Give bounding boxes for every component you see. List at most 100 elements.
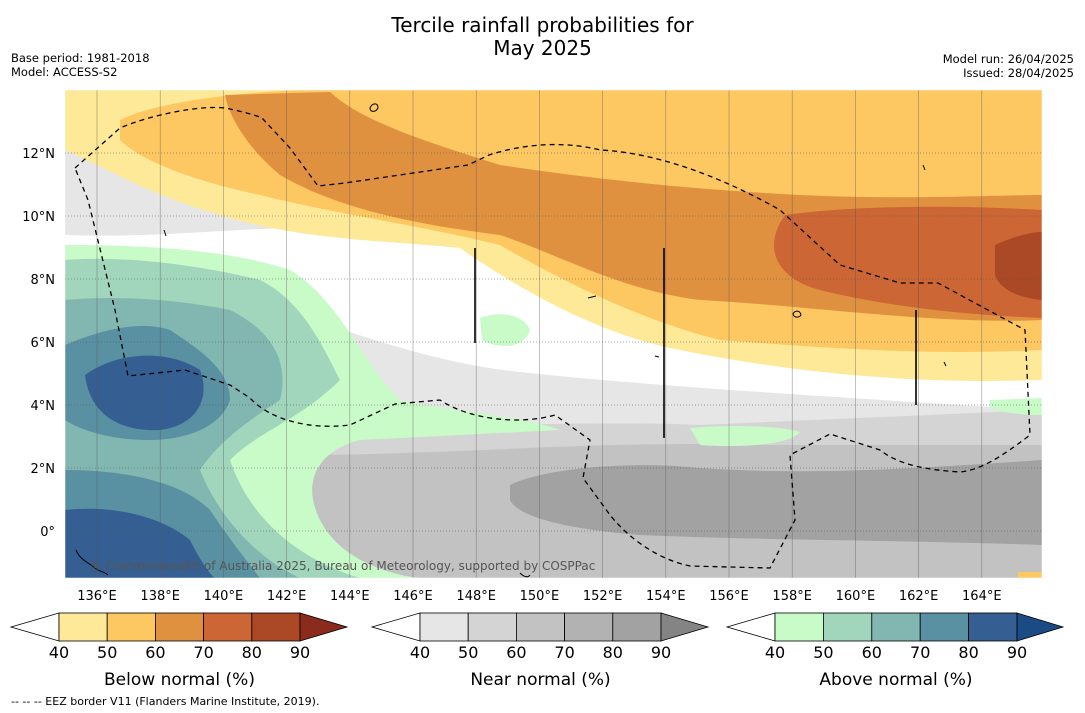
lat-tick-label: 10°N bbox=[22, 210, 55, 225]
colorbar-extend-high bbox=[299, 612, 349, 642]
colorbar-tick-label: 70 bbox=[554, 643, 574, 662]
colorbar-tick-label: 90 bbox=[290, 643, 310, 662]
colorbar-tick-label: 60 bbox=[506, 643, 526, 662]
lon-tick-label: 142°E bbox=[267, 589, 307, 604]
island bbox=[922, 164, 926, 171]
island-chuuk bbox=[587, 295, 597, 299]
map-fields bbox=[65, 90, 1042, 578]
island bbox=[654, 355, 660, 358]
wet-patch bbox=[690, 426, 800, 447]
colorbar-tick-label: 40 bbox=[49, 643, 69, 662]
lon-tick-label: 164°E bbox=[962, 589, 1002, 604]
colorbar-tick-label: 80 bbox=[603, 643, 623, 662]
colorbar-tick-label: 50 bbox=[813, 643, 833, 662]
lon-tick-label: 150°E bbox=[520, 589, 560, 604]
colorbar-cell bbox=[203, 612, 253, 642]
lon-tick-label: 154°E bbox=[646, 589, 686, 604]
colorbar-3: 40 50 60 70 80 90 Above normal (%) bbox=[725, 612, 1065, 690]
colorbar-tick-label: 50 bbox=[97, 643, 117, 662]
above-normal-90b bbox=[65, 508, 215, 578]
colorbar-tick-label: 70 bbox=[910, 643, 930, 662]
below-normal-80 bbox=[773, 206, 1042, 318]
lon-tick-label: 158°E bbox=[772, 589, 812, 604]
model-name: Model: ACCESS-S2 bbox=[11, 65, 118, 79]
gridlines bbox=[65, 90, 1042, 578]
colorbar-cell bbox=[823, 612, 873, 642]
island-pohnpei bbox=[792, 310, 802, 318]
wet-patch bbox=[480, 314, 530, 346]
dry-patch bbox=[1018, 572, 1042, 578]
colorbar-2: 40 50 60 70 80 90 Near normal (%) bbox=[370, 612, 710, 690]
colorbar-cell bbox=[968, 612, 1018, 642]
lon-tick-label: 136°E bbox=[77, 589, 117, 604]
lon-tick-label: 152°E bbox=[583, 589, 623, 604]
below-normal-90 bbox=[995, 232, 1042, 300]
latitude-labels: 12°N 10°N 8°N 6°N 4°N 2°N 0° bbox=[22, 147, 55, 540]
near-normal-80 bbox=[510, 460, 1042, 545]
colorbar-cell bbox=[58, 612, 108, 642]
colorbar-label: Above normal (%) bbox=[819, 670, 972, 690]
colorbar-label: Near normal (%) bbox=[470, 670, 610, 690]
colorbar-cell bbox=[106, 612, 156, 642]
lat-tick-label: 6°N bbox=[31, 336, 56, 351]
colorbar-tick-label: 90 bbox=[651, 643, 671, 662]
colorbar-extend-low bbox=[370, 612, 421, 642]
longitude-labels: 136°E 138°E 140°E 142°E 144°E 146°E 148°E 150°E… bbox=[77, 589, 1001, 604]
lon-tick-label: 140°E bbox=[204, 589, 244, 604]
run-info: Model run: 26/04/2025 Issued: 28/04/2025 bbox=[943, 52, 1074, 80]
lon-tick-label: 144°E bbox=[330, 589, 370, 604]
base-period: Base period: 1981-2018 bbox=[11, 51, 150, 65]
colorbar-cell bbox=[919, 612, 970, 642]
copyright-text: © Commonwealth of Australia 2025, Bureau… bbox=[90, 559, 595, 573]
colorbar-extend-high bbox=[660, 612, 710, 642]
colorbar-tick-label: 80 bbox=[242, 643, 262, 662]
colorbar-cell bbox=[251, 612, 301, 642]
title-line-1: Tercile rainfall probabilities for bbox=[391, 13, 694, 37]
island bbox=[943, 361, 947, 367]
colorbar-tick-label: 80 bbox=[958, 643, 978, 662]
island bbox=[519, 572, 531, 578]
colorbar-cell bbox=[516, 612, 566, 642]
lat-tick-label: 4°N bbox=[31, 399, 56, 414]
lon-tick-label: 146°E bbox=[393, 589, 433, 604]
colorbar-extend-low bbox=[725, 612, 776, 642]
island-yap bbox=[163, 229, 167, 237]
lat-tick-label: 8°N bbox=[31, 273, 56, 288]
colorbar-1: 40 50 60 70 80 90 Below normal (%) bbox=[9, 612, 349, 690]
colorbar-extend-low bbox=[9, 612, 60, 642]
colorbar-cell bbox=[467, 612, 517, 642]
colorbar-tick-label: 70 bbox=[193, 643, 213, 662]
lat-tick-label: 12°N bbox=[22, 147, 55, 162]
island-guam bbox=[369, 103, 379, 112]
chart-title: Tercile rainfall probabilities for May 2… bbox=[0, 14, 1085, 60]
colorbar-cell bbox=[564, 612, 614, 642]
colorbar-tick-label: 90 bbox=[1007, 643, 1027, 662]
issued-date: Issued: 28/04/2025 bbox=[963, 66, 1074, 80]
colorbar-tick-label: 40 bbox=[765, 643, 785, 662]
above-normal-90a bbox=[85, 355, 204, 431]
boundary-lines bbox=[474, 248, 917, 438]
lat-tick-label: 0° bbox=[40, 525, 55, 540]
model-run-date: Model run: 26/04/2025 bbox=[942, 52, 1074, 66]
lon-tick-label: 156°E bbox=[709, 589, 749, 604]
islands bbox=[75, 103, 947, 578]
colorbar-cell bbox=[871, 612, 921, 642]
colorbar-cell bbox=[612, 612, 662, 642]
lon-tick-label: 148°E bbox=[456, 589, 496, 604]
colorbar-label: Below normal (%) bbox=[104, 670, 255, 690]
colorbar-tick-label: 60 bbox=[862, 643, 882, 662]
colorbars: 40 50 60 70 80 90 Below normal (%) 40 50 60 70 80 90… bbox=[9, 612, 1065, 690]
colorbar-cell bbox=[154, 612, 204, 642]
colorbar-tick-label: 60 bbox=[145, 643, 165, 662]
colorbar-tick-label: 40 bbox=[410, 643, 430, 662]
island-palau bbox=[75, 549, 109, 576]
title-line-2: May 2025 bbox=[493, 36, 592, 60]
lon-tick-label: 160°E bbox=[836, 589, 876, 604]
colorbar-cell bbox=[774, 612, 824, 642]
eez-footnote: -- -- -- EEZ border V11 (Flanders Marine… bbox=[11, 695, 320, 708]
lon-tick-label: 162°E bbox=[899, 589, 939, 604]
map-frame bbox=[64, 89, 1043, 579]
colorbar-extend-high bbox=[1016, 612, 1065, 642]
colorbar-tick-label: 50 bbox=[458, 643, 478, 662]
